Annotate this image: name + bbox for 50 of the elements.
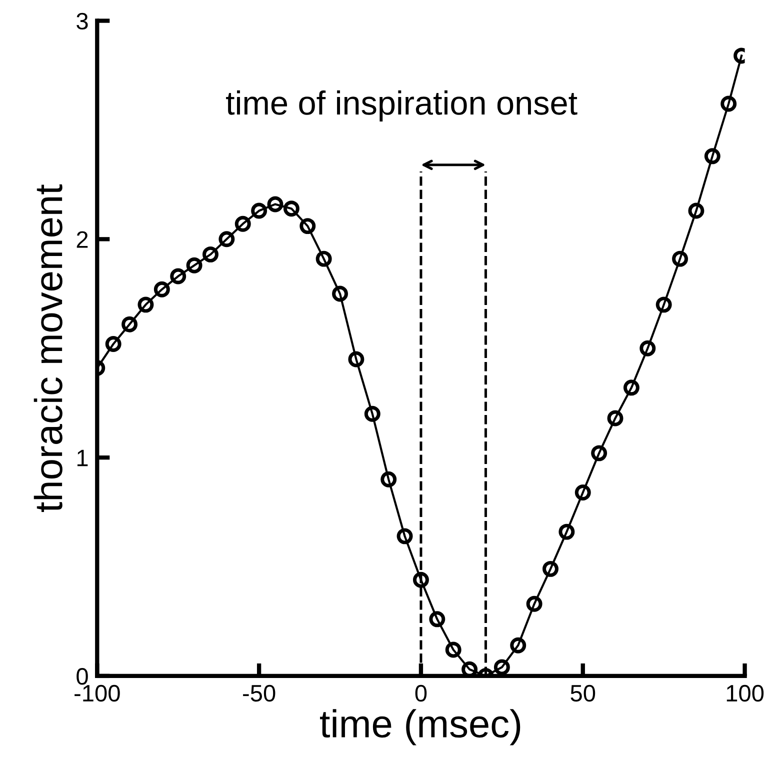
x-tick-label: 50	[570, 684, 596, 702]
point	[574, 484, 591, 500]
point	[283, 200, 300, 217]
point	[656, 296, 672, 313]
point	[607, 410, 624, 426]
point	[704, 148, 720, 164]
point	[316, 250, 332, 267]
point	[558, 524, 575, 540]
point	[526, 596, 542, 612]
point	[234, 216, 251, 232]
y-tick-label: 2	[76, 231, 88, 248]
point	[672, 250, 688, 267]
point	[300, 218, 316, 234]
point	[105, 336, 122, 352]
point	[138, 296, 154, 313]
y-tick-label: 1	[77, 450, 88, 466]
x-tick-label: 100	[726, 684, 764, 702]
point	[510, 637, 526, 654]
point	[122, 316, 138, 332]
point	[640, 340, 656, 356]
point	[154, 281, 170, 298]
point	[720, 96, 737, 112]
point	[186, 257, 202, 274]
point	[348, 351, 364, 368]
x-tick-label: -100	[74, 684, 120, 702]
point	[445, 642, 462, 658]
point	[380, 471, 397, 488]
point	[170, 268, 186, 284]
x-axis-title: time (msec)	[320, 709, 520, 746]
point	[623, 380, 640, 396]
point	[412, 572, 429, 588]
point	[591, 445, 608, 462]
point	[542, 560, 558, 577]
point	[364, 406, 380, 422]
point	[267, 196, 284, 212]
point	[218, 231, 235, 248]
point	[462, 661, 478, 676]
y-axis-title: thoracic movement	[34, 184, 62, 512]
y-tick-label: 0	[76, 668, 88, 685]
y-tick-label: 3	[76, 12, 88, 30]
point	[494, 659, 510, 676]
x-tick-label: -50	[243, 684, 276, 702]
point	[251, 202, 268, 219]
x-tick-label: 0	[415, 684, 427, 702]
point	[202, 246, 218, 262]
annotation: time of inspiration onset	[226, 90, 578, 122]
point	[396, 528, 413, 544]
point	[332, 286, 348, 302]
point	[429, 611, 446, 628]
point	[688, 202, 704, 219]
